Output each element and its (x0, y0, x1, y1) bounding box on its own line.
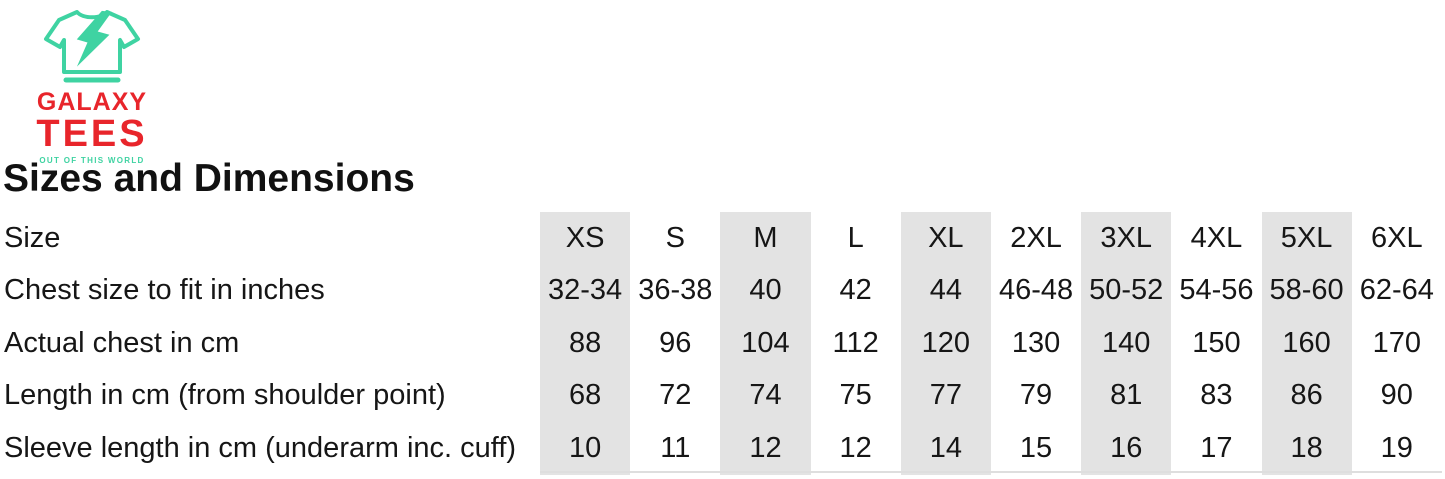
size-column-header: 4XL (1190, 221, 1243, 254)
row-label: Length in cm (from shoulder point) (4, 379, 446, 412)
size-value-cell: 112 (832, 326, 879, 359)
table-bottom-border (540, 471, 1442, 473)
size-value-cell: 54-56 (1179, 274, 1254, 307)
row-label: Sleeve length in cm (underarm inc. cuff) (4, 431, 517, 464)
size-value-cell: 150 (1192, 326, 1241, 359)
size-column-header: 5XL (1261, 212, 1352, 265)
size-column-header: XS (540, 212, 631, 265)
size-column-header: XL (900, 212, 991, 265)
size-table: Size XS S M L XL 2XL 3XL 4XL 5XL 6XL Chest size to … (0, 212, 1442, 475)
row-label: Actual chest in cm (4, 326, 240, 359)
size-value-cell: 170 (1372, 326, 1421, 359)
size-column-header: L (847, 221, 864, 254)
size-value-cell: 10 (540, 422, 631, 475)
size-value-cell: 90 (1380, 379, 1413, 412)
size-value-cell: 88 (540, 317, 631, 370)
brand-name-tees: TEES (36, 113, 148, 155)
size-value-cell: 77 (900, 369, 991, 422)
brand-tagline: OUT OF THIS WORLD (39, 156, 145, 166)
size-value-cell: 32-34 (540, 264, 631, 317)
size-value-cell: 16 (1081, 422, 1172, 475)
size-value-cell: 46-48 (998, 274, 1074, 307)
size-value-cell: 15 (1019, 431, 1053, 464)
size-value-cell: 83 (1200, 379, 1233, 412)
size-value-cell: 68 (540, 369, 631, 422)
size-value-cell: 120 (900, 317, 991, 370)
size-value-cell: 14 (900, 422, 991, 475)
size-value-cell: 58-60 (1261, 264, 1352, 317)
row-label: Chest size to fit in inches (4, 274, 325, 307)
size-value-cell: 17 (1200, 431, 1233, 464)
size-column-header: S (665, 221, 685, 254)
size-value-cell: 72 (659, 379, 692, 412)
size-value-cell: 12 (720, 422, 811, 475)
size-value-cell: 75 (839, 379, 872, 412)
size-value-cell: 40 (720, 264, 811, 317)
size-value-cell: 130 (1011, 326, 1061, 359)
row-label: Size (4, 221, 61, 254)
size-column-header: M (720, 212, 811, 265)
size-value-cell: 18 (1261, 422, 1352, 475)
size-value-cell: 42 (839, 274, 872, 307)
size-column-header: 2XL (1010, 221, 1062, 254)
size-value-cell: 86 (1261, 369, 1352, 422)
size-value-cell: 74 (720, 369, 811, 422)
size-value-cell: 44 (900, 264, 991, 317)
size-value-cell: 79 (1019, 379, 1053, 412)
size-value-cell: 62-64 (1359, 274, 1434, 307)
size-column-header: 3XL (1081, 212, 1172, 265)
brand-logo: GALAXY TEES OUT OF THIS WORLD (30, 6, 154, 165)
size-value-cell: 81 (1081, 369, 1172, 422)
size-value-cell: 50-52 (1081, 264, 1172, 317)
tshirt-lightning-icon (44, 10, 140, 83)
brand-name-galaxy: GALAXY (36, 88, 148, 116)
size-value-cell: 96 (659, 326, 692, 359)
size-value-cell: 12 (839, 431, 872, 464)
size-value-cell: 11 (660, 431, 691, 464)
size-value-cell: 104 (720, 317, 811, 370)
size-column-header: 6XL (1370, 221, 1423, 254)
size-value-cell: 160 (1261, 317, 1352, 370)
page-title: Sizes and Dimensions (3, 157, 415, 200)
size-value-cell: 19 (1380, 431, 1413, 464)
size-value-cell: 36-38 (638, 274, 713, 307)
size-value-cell: 140 (1081, 317, 1172, 370)
